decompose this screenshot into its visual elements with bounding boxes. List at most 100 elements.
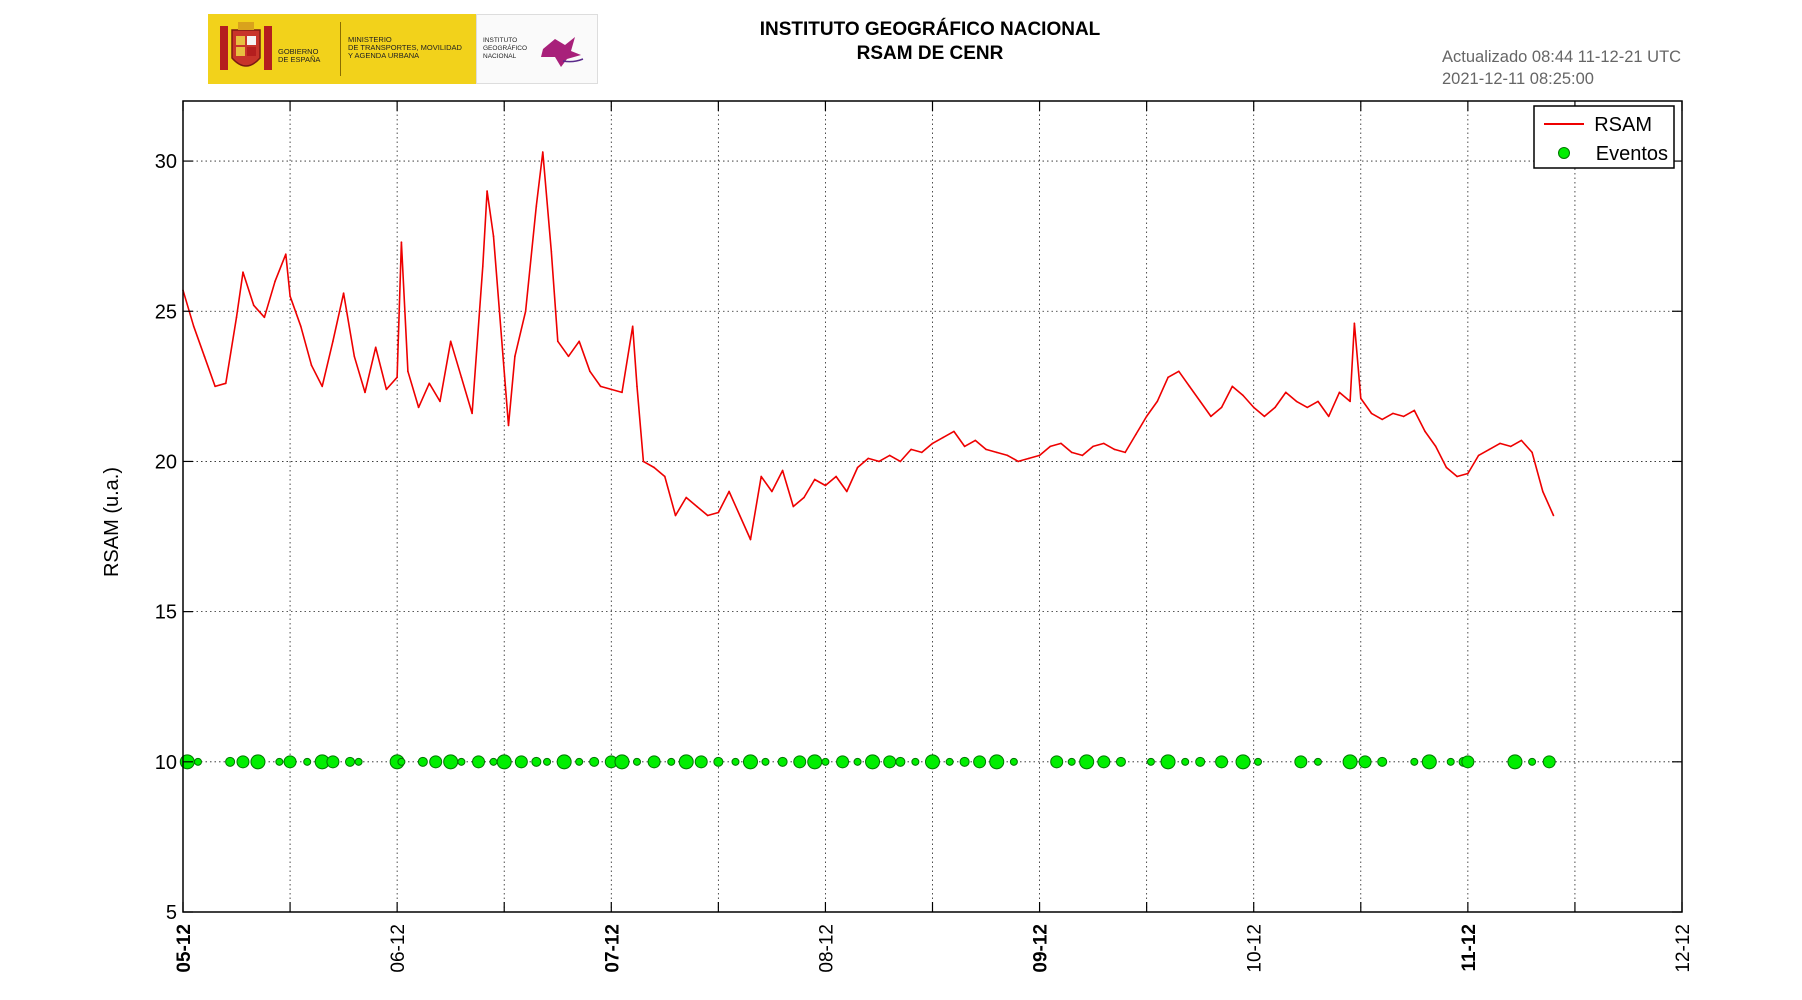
title-line-2: RSAM DE CENR [856, 43, 1004, 64]
rsam-point [803, 496, 805, 499]
evento-marker [543, 757, 552, 766]
evento-marker [1215, 755, 1229, 769]
rsam-point [299, 325, 302, 328]
x-tick-label: 11-12 [1459, 924, 1480, 972]
rsam-point [439, 400, 441, 403]
evento-marker [1542, 755, 1556, 769]
rsam-point [781, 469, 784, 472]
evento-marker [1461, 755, 1475, 769]
x-tick-label: 12-12 [1673, 924, 1694, 973]
rsam-point [310, 364, 313, 367]
rsam-point [1188, 385, 1191, 388]
evento-marker [667, 757, 676, 766]
evento-marker [472, 755, 486, 769]
evento-marker [1097, 755, 1111, 769]
evento-marker [354, 757, 363, 766]
rsam-point [636, 385, 638, 388]
rsam-point [1349, 400, 1351, 403]
rsam-point [1424, 430, 1426, 433]
rsam-point [974, 439, 977, 442]
rsam-point [1317, 400, 1319, 403]
rsam-point [332, 340, 334, 343]
rsam-point [541, 151, 544, 153]
evento-marker [1181, 757, 1190, 766]
evento-marker [489, 757, 498, 766]
evento-marker [443, 754, 459, 770]
rsam-point [1070, 451, 1073, 454]
y-axis-label: RSAM (u.a.) [101, 467, 123, 577]
rsam-point [263, 316, 266, 319]
evento-marker [1377, 756, 1388, 767]
evento-marker [895, 756, 906, 767]
evento-marker [731, 757, 740, 766]
rsam-point [942, 436, 945, 439]
evento-marker [556, 754, 572, 770]
evento-marker [1507, 754, 1523, 770]
rsam-point [985, 448, 987, 451]
y-tick-label: 20 [155, 451, 177, 473]
evento-marker [647, 755, 661, 769]
title-line-1: INSTITUTO GEOGRÁFICO NACIONAL [759, 19, 1101, 40]
evento-marker [1294, 755, 1308, 769]
rsam-point [1552, 514, 1555, 517]
rsam-point [1167, 376, 1169, 379]
rsam-point [1081, 454, 1084, 457]
rsam-point [1531, 451, 1533, 454]
rsam-point [1092, 445, 1094, 448]
x-tick-label: 10-12 [1245, 924, 1266, 973]
rsam-point [407, 370, 409, 373]
rsam-point [856, 466, 859, 469]
rsam-point [1499, 442, 1501, 445]
evento-marker [836, 755, 850, 769]
evento-marker [632, 757, 641, 766]
rsam-point [1156, 400, 1159, 403]
rsam-point [235, 316, 238, 319]
rsam-point [589, 370, 591, 373]
evento-marker [397, 757, 406, 766]
rsam-point [252, 304, 255, 307]
y-tick-label: 15 [155, 602, 177, 624]
evento-marker [283, 755, 297, 769]
logo-ministry-text: MINISTERIO DE TRANSPORTES, MOVILIDAD Y A… [348, 35, 462, 60]
evento-marker [1410, 757, 1419, 766]
evento-marker [225, 756, 236, 767]
rsam-point [664, 475, 666, 478]
evento-marker [250, 754, 266, 770]
evento-marker [275, 757, 284, 766]
logo-ign-text: INSTITUTO GEOGRÁFICO NACIONAL [483, 37, 528, 60]
rsam-point [1413, 409, 1416, 412]
evento-marker [1067, 757, 1076, 766]
evento-marker [925, 754, 940, 770]
evento-marker [575, 757, 584, 766]
x-tick-label: 05-12 [174, 924, 195, 973]
government-logo: GOBIERNO DE ESPAÑA MINISTERIO DE TRANSPOR… [208, 14, 598, 84]
evento-marker [945, 757, 954, 766]
rsam-point [1274, 406, 1276, 409]
logo-gov-text: GOBIERNO DE ESPAÑA [278, 47, 321, 64]
evento-marker [959, 756, 970, 767]
grid-layer [183, 101, 1682, 913]
evento-marker [777, 756, 788, 767]
rsam-point [1295, 400, 1298, 403]
rsam-point [1285, 391, 1287, 394]
rsam-point [567, 355, 570, 358]
evento-marker [973, 755, 987, 769]
rsam-point [824, 484, 827, 487]
rsam-point [878, 460, 880, 463]
rsam-point [1327, 415, 1330, 418]
evento-marker [1160, 754, 1176, 770]
chart-title: INSTITUTO GEOGRÁFICO NACIONAL RSAM DE CE… [750, 18, 1110, 66]
evento-marker [1115, 756, 1126, 767]
evento-marker [911, 757, 920, 766]
axes-layer: 5 10 15 20 25 30 05-12 06-12 07-12 08-12 09-12 10-1… [155, 100, 1694, 973]
rsam-point [284, 253, 287, 255]
rsam-point [642, 460, 645, 463]
rsam-point [449, 340, 452, 343]
rsam-point [1520, 439, 1523, 442]
rsam-point [524, 310, 527, 313]
rsam-point [289, 295, 291, 298]
y-tick-label: 10 [155, 752, 177, 774]
rsam-point [550, 250, 553, 252]
rsam-point [1542, 490, 1544, 493]
